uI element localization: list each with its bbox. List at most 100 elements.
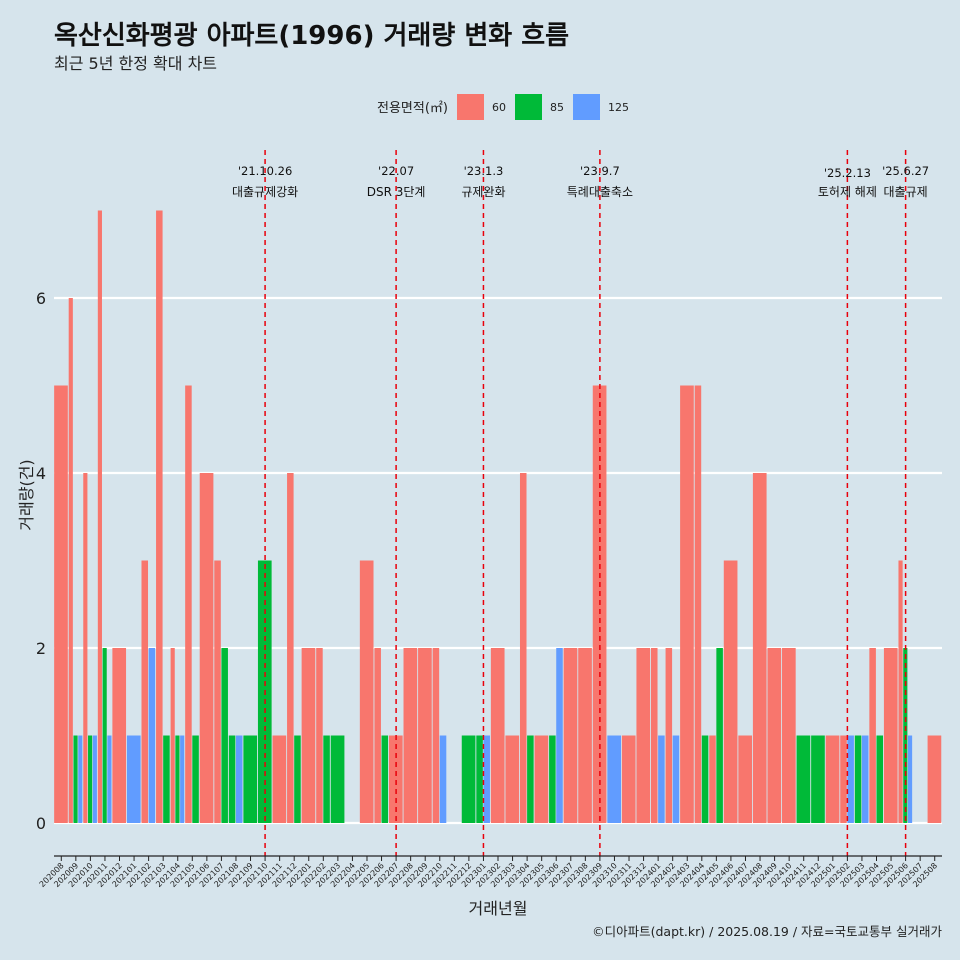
legend-label-60: 60 <box>492 101 506 114</box>
bar-202312-60 <box>636 648 651 823</box>
bar-202505-60 <box>883 648 898 823</box>
bar-202502-125 <box>847 735 854 823</box>
bar-202504-60 <box>869 648 876 823</box>
event-label: 대출규제 <box>884 185 928 199</box>
bar-202405-85 <box>716 648 723 823</box>
bar-202008-60 <box>54 385 68 823</box>
bar-202503-125 <box>861 735 869 823</box>
event-date: '25.6.27 <box>882 164 929 178</box>
bar-202407-60 <box>738 735 753 823</box>
bar-202203-85 <box>330 735 345 823</box>
x-axis: 2020082020092020102020112020122021012021… <box>38 855 942 889</box>
bar-202409-60 <box>767 648 782 823</box>
legend-swatch-125 <box>573 94 600 120</box>
event-label: 특례대출축소 <box>567 185 633 199</box>
bar-202308-60 <box>578 648 592 823</box>
bar-202405-60 <box>709 735 716 823</box>
bar-202412-85 <box>811 735 825 823</box>
bar-202310-125 <box>607 735 621 823</box>
y-tick-label: 0 <box>36 814 46 833</box>
bar-202103-60 <box>156 210 163 823</box>
event-date: '25.2.13 <box>824 166 871 180</box>
y-tick-label: 4 <box>36 464 46 483</box>
bar-202304-85 <box>527 735 534 823</box>
bar-202306-125 <box>556 648 563 823</box>
bar-202401-125 <box>658 735 665 823</box>
y-tick-label: 2 <box>36 639 46 658</box>
bar-202403-60 <box>680 385 694 823</box>
bar-202206-85 <box>381 735 389 823</box>
y-axis-title: 거래량(건) <box>17 459 36 530</box>
bar-202010-85 <box>88 735 93 823</box>
y-tick-label: 6 <box>36 289 46 308</box>
bar-202010-125 <box>92 735 97 823</box>
legend: 전용면적(㎡) 60 85 125 <box>377 94 629 120</box>
bar-202508-60 <box>927 735 942 823</box>
bar-202502-60 <box>840 735 847 823</box>
event-label: 대출규제강화 <box>232 185 298 199</box>
bar-202506-125 <box>907 735 913 823</box>
bar-202408-60 <box>752 473 767 823</box>
legend-swatch-60 <box>457 94 484 120</box>
bars <box>54 210 942 823</box>
bar-202104-60 <box>170 648 175 823</box>
bar-202011-60 <box>97 210 102 823</box>
bar-202307-60 <box>563 648 578 823</box>
chart-title: 옥산신화평광 아파트(1996) 거래량 변화 흐름 <box>54 21 569 51</box>
bar-202101-125 <box>126 735 141 823</box>
bar-202302-60 <box>490 648 505 823</box>
x-axis-title: 거래년월 <box>469 899 528 918</box>
bar-202410-60 <box>782 648 796 823</box>
y-axis: 0 2 4 6 <box>36 289 46 833</box>
bar-202009-125 <box>78 735 83 823</box>
bar-202504-85 <box>876 735 884 823</box>
event-date: '21.10.26 <box>238 164 292 178</box>
bar-202010-60 <box>83 473 88 823</box>
event-lines: '21.10.26 대출규제강화 '22.07 DSR 3단계 '23.1.3 규제완화 '… <box>232 150 929 856</box>
bar-202503-85 <box>854 735 862 823</box>
bar-202103-85 <box>163 735 170 823</box>
bar-202501-60 <box>825 735 840 823</box>
bar-202011-85 <box>102 648 107 823</box>
bar-202109-85 <box>243 735 258 823</box>
legend-title: 전용면적(㎡) <box>377 101 448 116</box>
bar-202201-60 <box>301 648 316 823</box>
event-label: 규제완화 <box>461 185 505 199</box>
bar-202402-125 <box>672 735 680 823</box>
bar-202012-60 <box>112 648 127 823</box>
bar-202210-60 <box>432 648 440 823</box>
chart-subtitle: 최근 5년 한정 확대 차트 <box>54 54 217 73</box>
bar-202406-60 <box>723 560 738 823</box>
bar-202112-85 <box>294 735 301 823</box>
bar-202104-125 <box>180 735 185 823</box>
event-date: '22.07 <box>378 164 414 178</box>
bar-202105-85 <box>192 735 199 823</box>
legend-swatch-85 <box>515 94 542 120</box>
bar-202009-60 <box>68 298 73 823</box>
bar-202105-60 <box>185 385 192 823</box>
bar-202303-60 <box>505 735 520 823</box>
event-date: '23.9.7 <box>580 164 620 178</box>
bar-202404-85 <box>701 735 709 823</box>
bar-202208-60 <box>403 648 418 823</box>
bar-202209-60 <box>418 648 432 823</box>
bar-202104-85 <box>175 735 180 823</box>
bar-202102-60 <box>141 560 149 823</box>
event-label: 토허제 해제 <box>818 185 877 199</box>
bar-202305-60 <box>534 735 549 823</box>
bar-202108-85 <box>228 735 236 823</box>
bar-202205-60 <box>359 560 374 823</box>
bar-202311-60 <box>621 735 636 823</box>
bar-202411-85 <box>796 735 811 823</box>
legend-label-85: 85 <box>550 101 564 114</box>
bar-202212-85 <box>461 735 476 823</box>
bar-202402-60 <box>665 648 673 823</box>
bar-202404-60 <box>694 385 702 823</box>
bar-202207-60 <box>388 735 403 823</box>
bar-202107-85 <box>221 648 228 823</box>
bar-202401-60 <box>651 648 658 823</box>
legend-label-125: 125 <box>608 101 629 114</box>
bar-202202-60 <box>316 648 323 823</box>
bar-202112-60 <box>287 473 294 823</box>
bar-202108-125 <box>235 735 243 823</box>
